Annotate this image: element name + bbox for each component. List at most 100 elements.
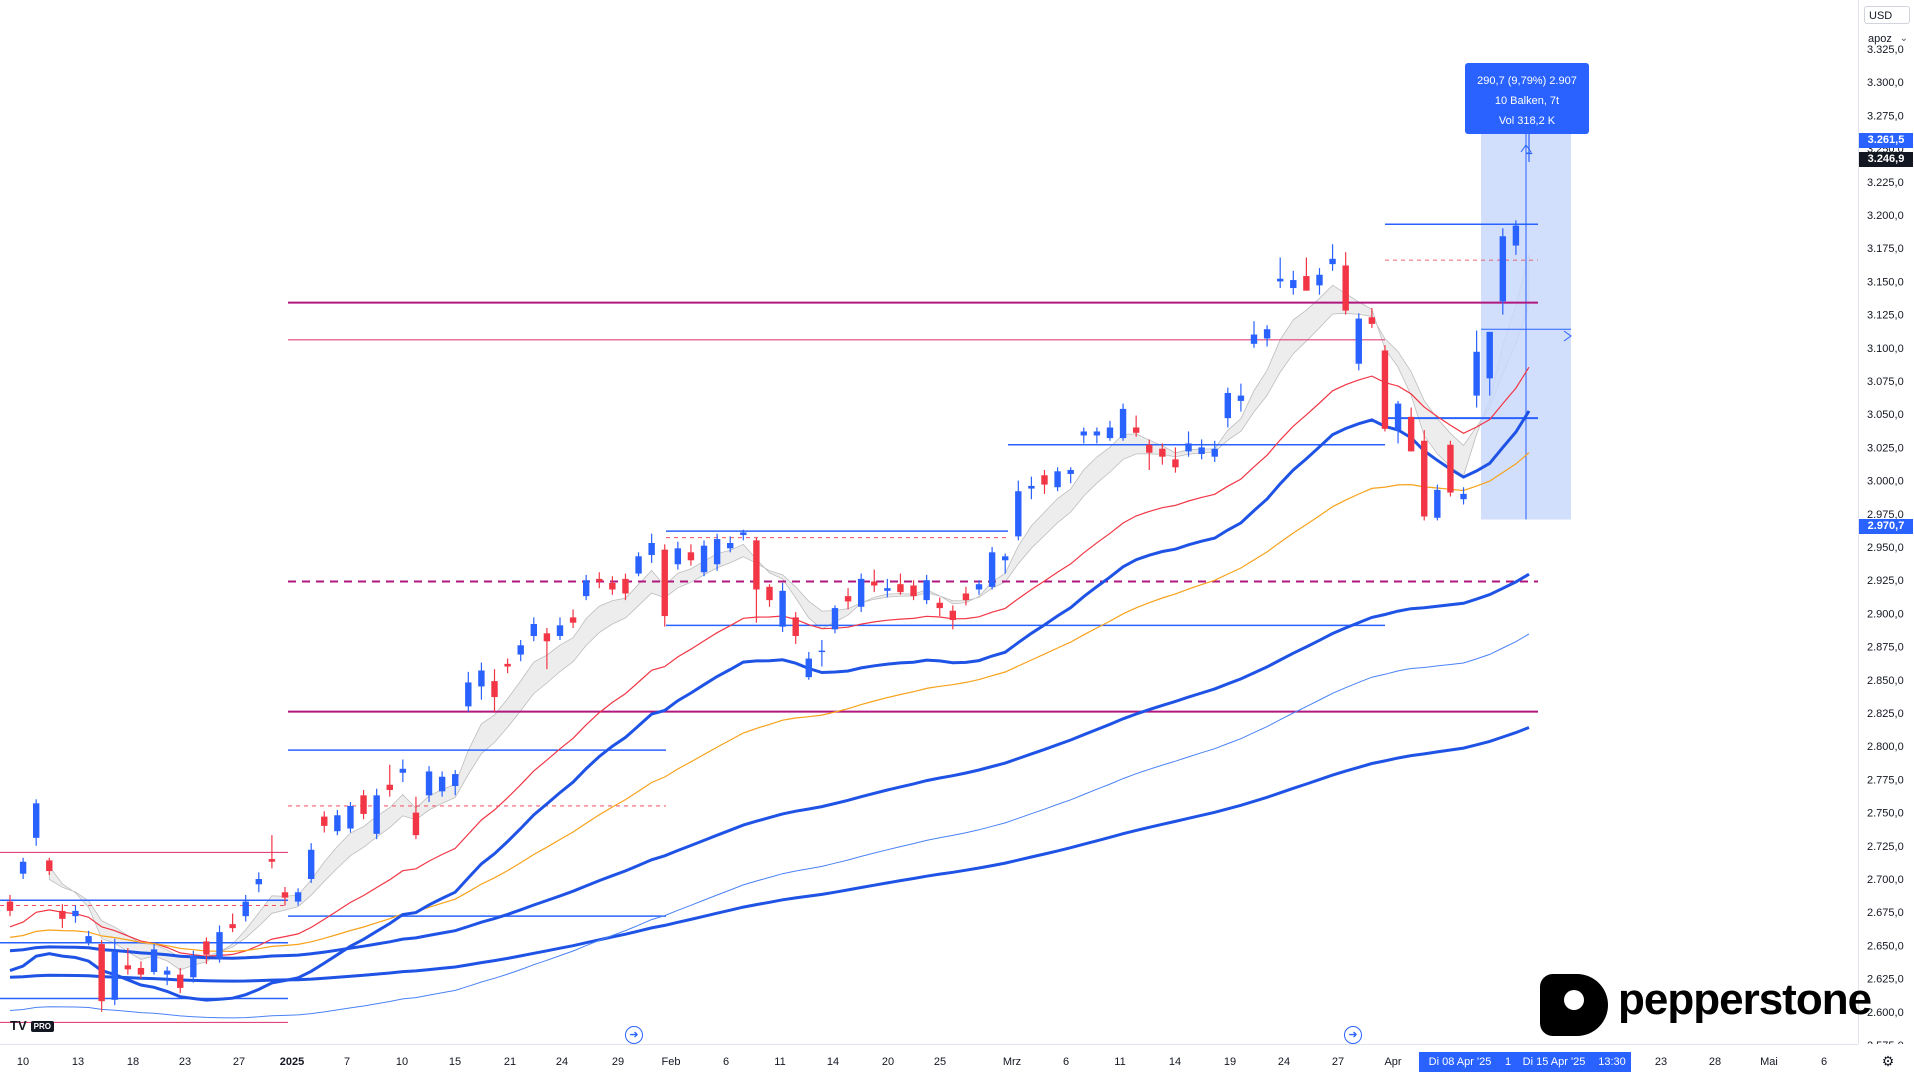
- jump-to-icon[interactable]: ➜: [1344, 1026, 1362, 1044]
- candle-body: [46, 860, 53, 872]
- time-tick-label: 7: [344, 1056, 350, 1068]
- unit-label: apoz: [1868, 33, 1892, 45]
- time-tick-label: 11: [774, 1056, 785, 1068]
- candle-body: [1054, 471, 1061, 488]
- candle-body: [1250, 334, 1258, 344]
- candle-body: [582, 580, 590, 597]
- price-tick-label: 2.850,0: [1867, 675, 1904, 687]
- time-tick-label: Feb: [662, 1056, 681, 1068]
- ema-orange-line: [9, 452, 1530, 953]
- unit-selector[interactable]: apoz ⌄: [1864, 30, 1910, 48]
- candle-body: [1290, 280, 1297, 289]
- candle-body: [844, 596, 852, 602]
- candle-body: [203, 941, 210, 955]
- time-tick-label: 15: [449, 1056, 461, 1068]
- price-tick-label: 2.975,0: [1867, 509, 1904, 521]
- candle-body: [530, 624, 537, 636]
- candle-body: [465, 682, 472, 707]
- candle-body: [1394, 403, 1402, 431]
- time-tick-label: 24: [556, 1056, 568, 1068]
- time-tick-label: Mai: [1760, 1056, 1778, 1068]
- time-tick-label: 25: [934, 1056, 946, 1068]
- time-tick-label: 28: [1709, 1056, 1721, 1068]
- measure-tooltip: 290,7 (9,79%) 2.907 10 Balken, 7t Vol 31…: [1465, 63, 1589, 134]
- candle-body: [779, 590, 786, 627]
- price-tick-label: 3.025,0: [1867, 442, 1904, 454]
- pro-badge: PRO: [30, 1021, 54, 1033]
- time-tick-label: 13: [72, 1056, 84, 1068]
- price-tick-label: 2.900,0: [1867, 608, 1904, 620]
- measure-arrow-right-icon: [1563, 330, 1572, 342]
- price-tick-label: 3.275,0: [1867, 110, 1904, 122]
- candle-body: [805, 658, 812, 678]
- price-tick-label: 3.000,0: [1867, 476, 1904, 488]
- candle-body: [1355, 318, 1362, 364]
- settings-gear-icon[interactable]: ⚙: [1881, 1053, 1895, 1069]
- candle-body: [399, 768, 407, 773]
- time-tick-label: 27: [233, 1056, 245, 1068]
- time-tick-label: 6: [723, 1056, 729, 1068]
- candle-body: [452, 774, 459, 787]
- target-price-label: 3.261,5: [1859, 133, 1913, 148]
- ema-cloud-layer: [48, 254, 1530, 971]
- candle-body: [753, 540, 760, 590]
- candle-body: [307, 849, 315, 879]
- range-separator: 1: [1501, 1052, 1515, 1072]
- time-tick-label: 27: [1332, 1056, 1344, 1068]
- jump-to-icon[interactable]: ➜: [625, 1026, 643, 1044]
- candle-body: [255, 879, 263, 885]
- tradingview-logo: TV PRO: [10, 1018, 78, 1034]
- price-tick-label: 2.675,0: [1867, 907, 1904, 919]
- candle-body: [871, 581, 878, 586]
- chevron-down-icon: ⌄: [1899, 33, 1908, 44]
- candle-body: [6, 901, 14, 911]
- candle-body: [727, 543, 734, 549]
- candle-body: [85, 936, 92, 943]
- time-tick-label: 29: [612, 1056, 624, 1068]
- price-tick-label: 2.575,0: [1867, 1040, 1904, 1044]
- candle-body: [740, 532, 747, 536]
- range-start-date: Di 08 Apr '25: [1419, 1052, 1501, 1072]
- candle-body: [818, 650, 826, 653]
- candle-body: [831, 608, 839, 630]
- price-tick-label: 2.625,0: [1867, 974, 1904, 986]
- candle-body: [19, 861, 27, 874]
- candle-body: [766, 586, 773, 601]
- candle-body: [700, 545, 708, 573]
- candle-body: [648, 543, 655, 555]
- currency-selector[interactable]: USD: [1864, 6, 1910, 24]
- candle-body: [229, 924, 236, 929]
- candle-body: [1381, 350, 1389, 429]
- candle-body: [98, 944, 105, 1002]
- candle-body: [1263, 329, 1271, 339]
- moving-averages-layer: [9, 366, 1531, 1019]
- candle-body: [190, 956, 197, 978]
- price-tick-label: 3.125,0: [1867, 310, 1904, 322]
- price-chart[interactable]: [0, 0, 1858, 1044]
- price-tick-label: 2.950,0: [1867, 542, 1904, 554]
- candle-body: [334, 815, 341, 832]
- time-tick-label: 6: [1063, 1056, 1069, 1068]
- price-tick-label: 3.300,0: [1867, 77, 1904, 89]
- price-tick-label: 3.150,0: [1867, 276, 1904, 288]
- candle-body: [1067, 469, 1074, 474]
- candle-body: [1276, 278, 1284, 282]
- candle-body: [962, 593, 970, 601]
- candle-body: [504, 663, 511, 667]
- candle-body: [294, 892, 302, 902]
- brand-name: pepperstone: [1618, 975, 1872, 1024]
- candle-body: [1407, 416, 1415, 452]
- candle-body: [1093, 431, 1101, 436]
- time-tick-label: 19: [1224, 1056, 1236, 1068]
- measure-rectangle-layer: [1481, 133, 1572, 520]
- candle-body: [556, 625, 564, 636]
- candle-body: [72, 910, 79, 917]
- candle-body: [1132, 427, 1140, 433]
- price-tick-label: 2.925,0: [1867, 575, 1904, 587]
- measure-volume: Vol 318,2 K: [1498, 115, 1556, 127]
- candle-body: [1434, 489, 1441, 518]
- candle-body: [1473, 351, 1480, 396]
- price-tick-label: 3.325,0: [1867, 44, 1904, 56]
- price-tick-label: 3.200,0: [1867, 210, 1904, 222]
- time-tick-label: 10: [396, 1056, 408, 1068]
